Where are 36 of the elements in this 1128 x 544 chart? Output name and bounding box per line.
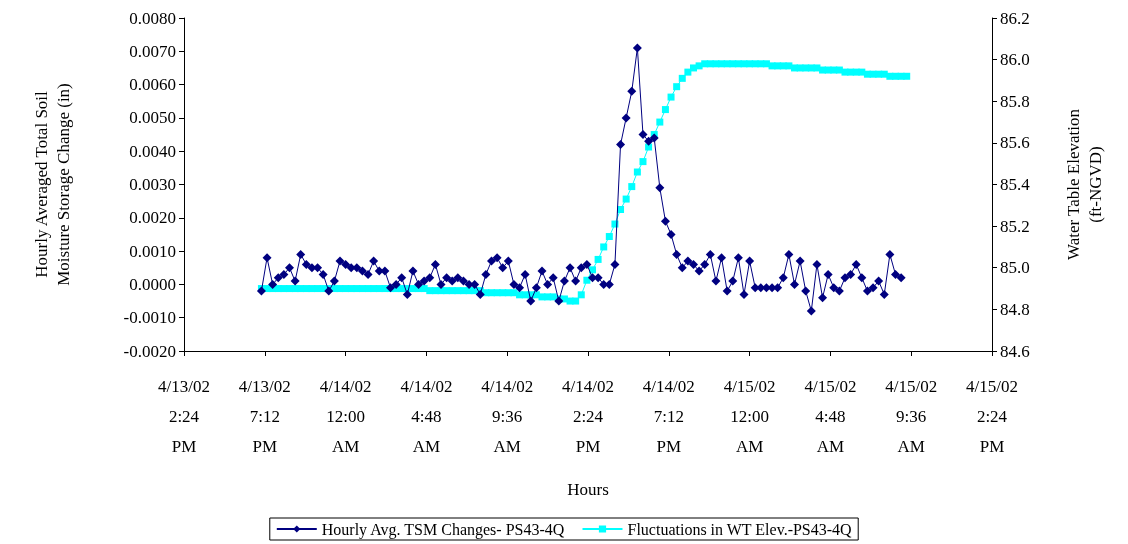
y2-tick-label: 85.4 [1000, 175, 1031, 194]
y-tick-label: 0.0040 [129, 141, 176, 161]
y-tick-label: -0.0020 [123, 341, 176, 361]
x-tick-label: 4/14/02 9:36 AM [481, 376, 534, 456]
y2-tick-label: 85.0 [1000, 258, 1030, 278]
x-axis-title: Hours [567, 480, 609, 499]
y2-tick-label: 85.6 [1000, 133, 1030, 153]
y2-tick-label: 84.6 [1000, 341, 1030, 361]
y-tick-label: 0.0020 [129, 208, 176, 228]
x-tick-label: 4/14/02 12:00 AM [319, 376, 372, 456]
y2-tick-label: 85.8 [1000, 91, 1030, 111]
x-tick-label: 4/15/02 4:48 AM [804, 376, 857, 456]
x-tick-label: 4/14/02 4:48 AM [400, 376, 453, 456]
x-tick-label: 4/14/02 7:12 PM [642, 376, 695, 456]
y-tick-label: 0.0000 [129, 274, 176, 294]
y-tick-label: 0.0080 [129, 8, 176, 28]
x-tick-label: 4/15/02 2:24 PM [966, 376, 1018, 456]
y2-tick-label: 85.2 [1000, 216, 1030, 236]
y-tick-label: 0.0030 [129, 175, 176, 194]
y2-tick-label: 84.8 [1000, 299, 1030, 319]
x-tick-label: 4/13/02 2:24 PM [158, 376, 210, 456]
y2-tick-label: 86.0 [1000, 50, 1030, 70]
y-tick-label: -0.0010 [123, 308, 176, 328]
y-tick-label: 0.0060 [129, 75, 176, 95]
legend-label: Hourly Avg. TSM Changes- PS43-4Q [321, 520, 565, 539]
y2-axis-title: Water Table Elevation (ft-NGVD) [1063, 108, 1105, 261]
legend-label: Fluctuations in WT Elev.-PS43-4Q [627, 520, 853, 538]
y2-tick-label: 86.2 [1000, 8, 1030, 28]
x-tick-label: 4/15/02 12:00 AM [723, 376, 776, 456]
y-tick-label: 0.0010 [129, 241, 176, 261]
y-axis-title: Hourly Averaged Total Soil Moisture Storage Change (in) [31, 83, 73, 286]
x-tick-label: 4/15/02 9:36 AM [885, 376, 938, 456]
x-tick-label: 4/14/02 2:24 PM [562, 376, 614, 456]
y-tick-label: 0.0070 [129, 41, 176, 61]
y-tick-label: 0.0050 [129, 108, 176, 128]
x-tick-label: 4/13/02 7:12 PM [238, 376, 291, 456]
